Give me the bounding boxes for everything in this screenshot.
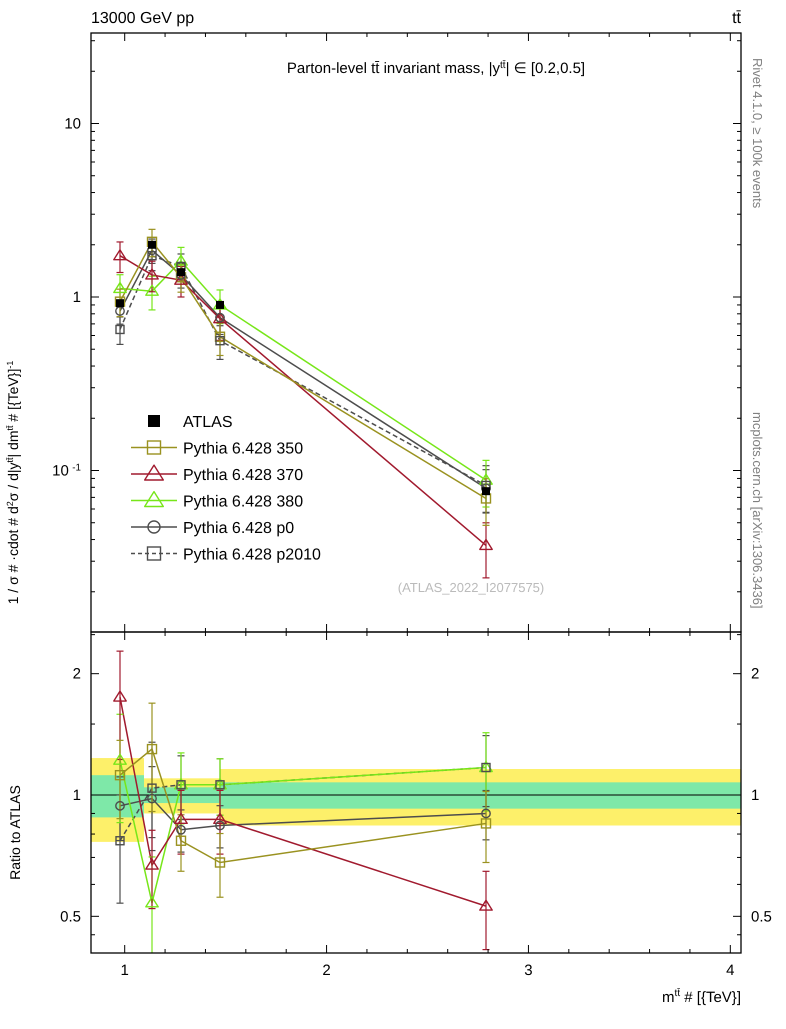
- svg-text:Ratio to ATLAS: Ratio to ATLAS: [7, 785, 23, 880]
- svg-text:1: 1: [751, 787, 759, 804]
- svg-text:1: 1: [121, 962, 129, 979]
- svg-text:1 / σ # ·cdot # d2σ / d|ytt̄|: 1 / σ # ·cdot # d2σ / d|ytt̄| dmtt̄ # [{…: [5, 361, 21, 605]
- svg-text:2: 2: [73, 666, 81, 683]
- svg-text:10: 10: [52, 463, 69, 480]
- svg-text:Pythia 6.428 p2010: Pythia 6.428 p2010: [183, 547, 321, 564]
- svg-text:Pythia 6.428 370: Pythia 6.428 370: [183, 467, 303, 484]
- svg-text:ATLAS: ATLAS: [183, 414, 233, 431]
- svg-text:3: 3: [524, 962, 532, 979]
- svg-text:mcplots.cern.ch [arXiv:1306.34: mcplots.cern.ch [arXiv:1306.3436]: [750, 412, 765, 609]
- svg-text:2: 2: [751, 666, 759, 683]
- svg-text:(ATLAS_2022_I2077575): (ATLAS_2022_I2077575): [398, 580, 544, 595]
- svg-text:13000 GeV pp: 13000 GeV pp: [91, 10, 194, 27]
- svg-text:0.5: 0.5: [751, 908, 772, 925]
- svg-text:Pythia 6.428 350: Pythia 6.428 350: [183, 441, 303, 458]
- svg-text:Pythia 6.428 p0: Pythia 6.428 p0: [183, 520, 294, 537]
- svg-text:Pythia 6.428 380: Pythia 6.428 380: [183, 494, 303, 511]
- svg-text:Parton-level tt̄ invariant mas: Parton-level tt̄ invariant mass, |ytt̄| …: [287, 59, 585, 77]
- svg-text:0.5: 0.5: [60, 908, 81, 925]
- svg-text:1: 1: [73, 787, 81, 804]
- svg-text:mtt̄ # [{TeV}]: mtt̄ # [{TeV}]: [662, 988, 741, 1006]
- svg-text:Rivet 4.1.0, ≥ 100k events: Rivet 4.1.0, ≥ 100k events: [750, 58, 765, 209]
- svg-text:2: 2: [322, 962, 330, 979]
- svg-text:10: 10: [64, 116, 81, 133]
- svg-text:4: 4: [726, 962, 734, 979]
- svg-text:-1: -1: [72, 463, 81, 474]
- svg-text:1: 1: [73, 289, 81, 306]
- svg-text:tt̄: tt̄: [732, 10, 741, 27]
